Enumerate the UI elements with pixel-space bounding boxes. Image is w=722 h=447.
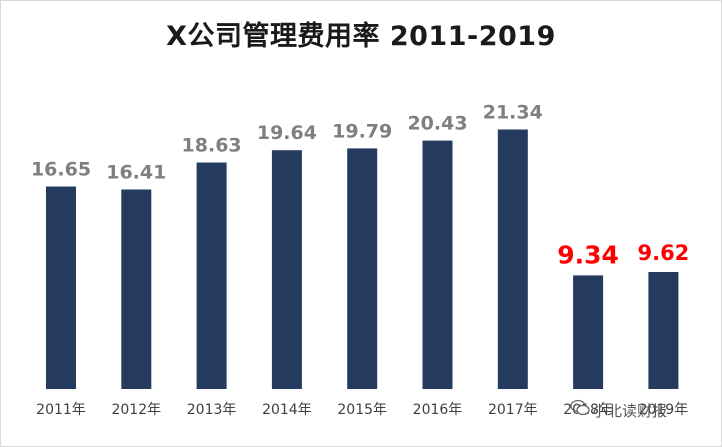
chart-title: X公司管理费用率 2011-2019 [166,21,556,52]
bar-0 [46,186,76,389]
bar-2 [196,162,227,389]
value-label-3: 19.64 [257,122,317,144]
value-label-0: 16.65 [31,159,91,181]
x-tick-label-1: 2012年 [111,402,161,418]
value-label-5: 20.43 [407,113,467,135]
bar-1 [121,189,152,389]
bar-7 [573,275,604,389]
x-tick-label-8: 2019年 [639,402,689,418]
x-tick-label-3: 2014年 [262,402,312,418]
x-tick-label-0: 2011年 [36,402,86,418]
value-label-1: 16.41 [106,162,166,184]
x-tick-label-6: 2017年 [488,402,538,418]
value-label-4: 19.79 [332,120,392,142]
bar-6 [497,129,528,389]
value-label-2: 18.63 [182,135,242,157]
bars-group [46,129,679,389]
bar-4 [347,148,378,389]
value-label-8: 9.62 [637,241,689,265]
bar-8 [648,272,679,389]
x-tick-label-4: 2015年 [337,402,387,418]
value-label-6: 21.34 [483,102,543,124]
watermark-text: 小北读财报 [592,402,668,420]
value-labels-group: 16.65 16.41 18.63 19.64 19.79 20.43 21.34 9.34 9… [31,102,689,270]
wechat-icon [570,399,590,416]
x-tick-labels-group: 2011年2012年2013年2014年2015年2016年2017年2018年… [36,402,688,418]
bar-3 [271,150,302,389]
value-label-7: 9.34 [557,240,619,269]
x-tick-label-5: 2016年 [413,402,463,418]
x-tick-label-2: 2013年 [187,402,237,418]
bar-5 [422,140,453,389]
